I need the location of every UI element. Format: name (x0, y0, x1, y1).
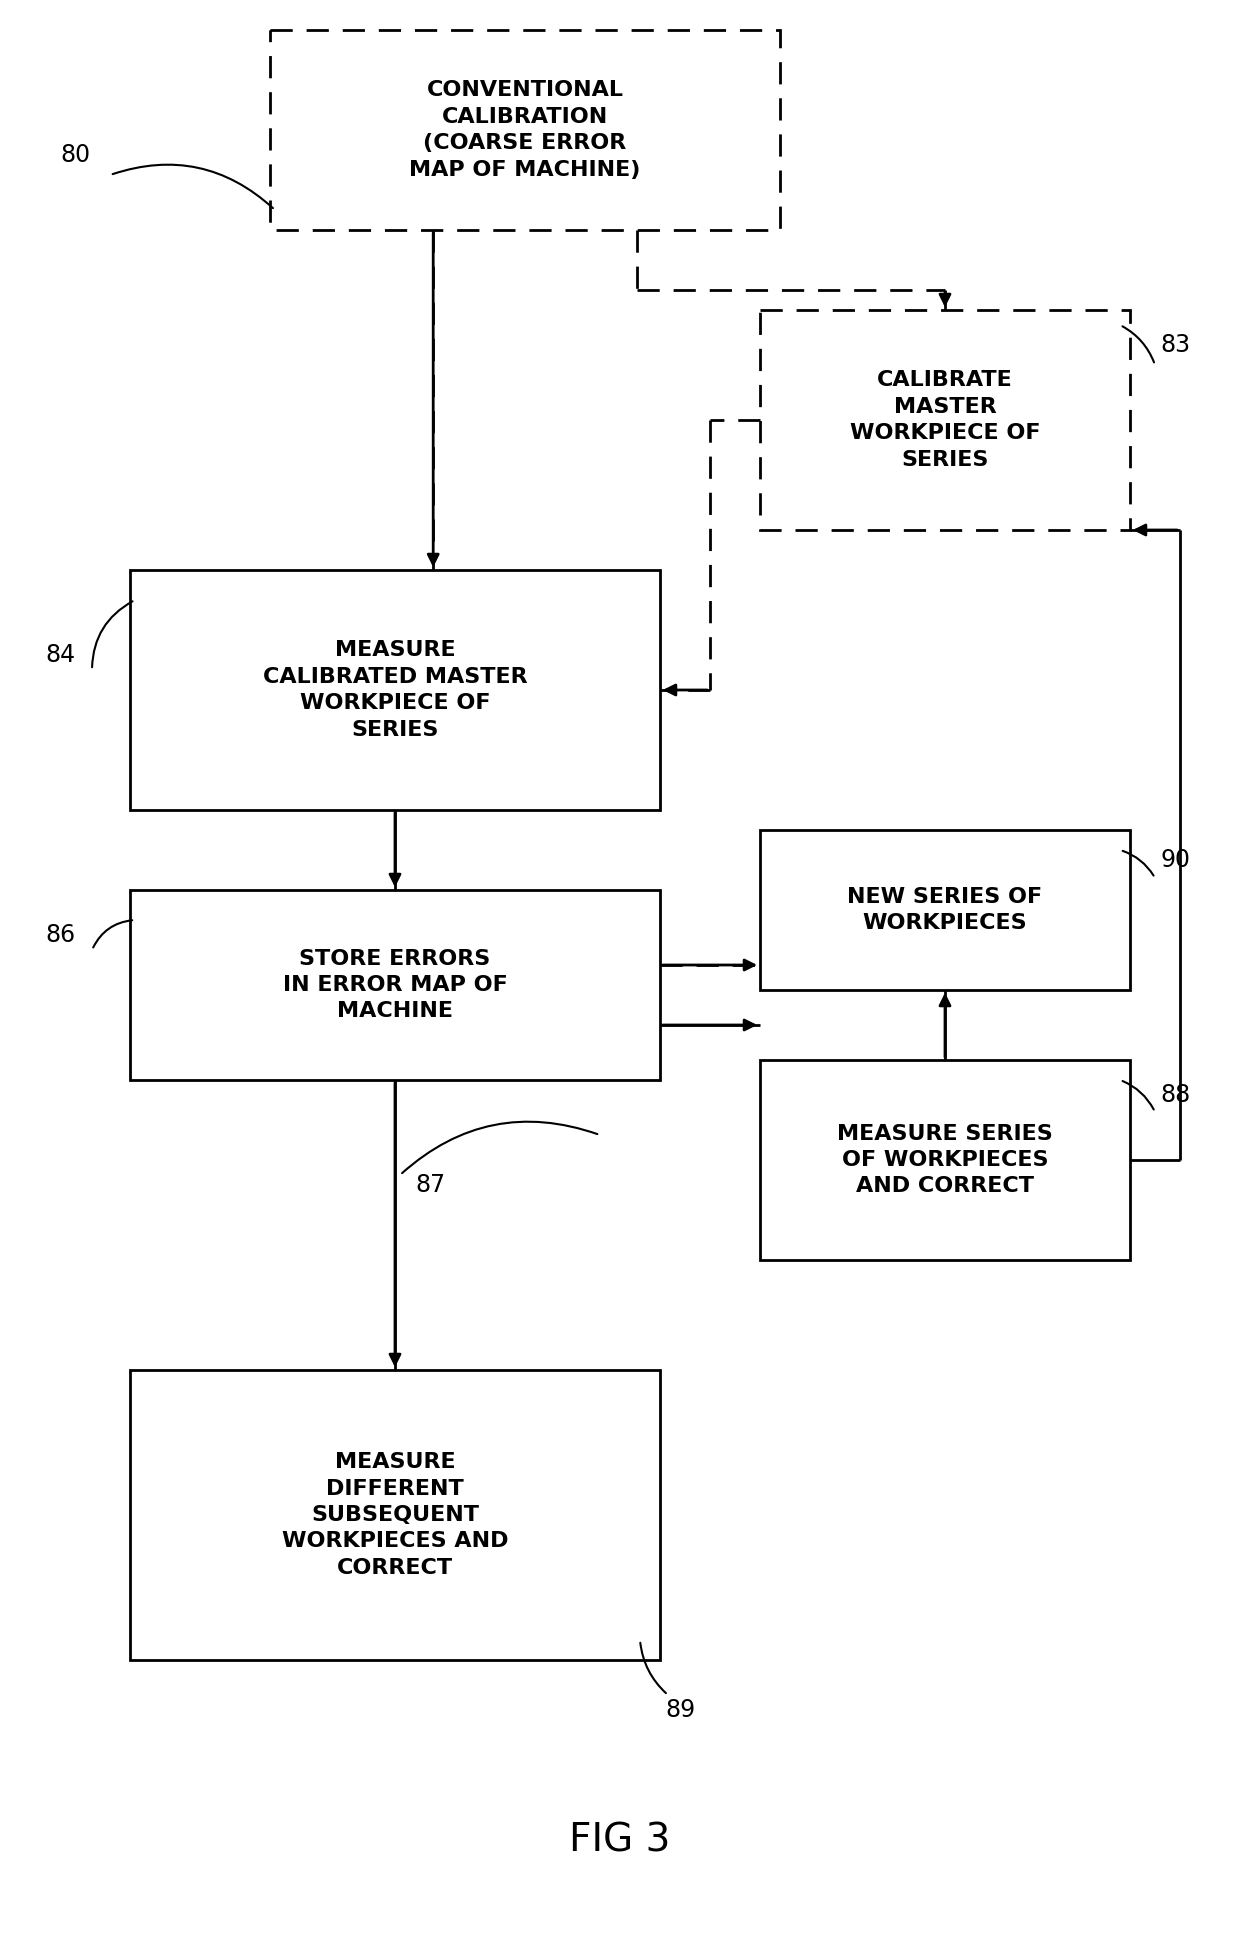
Text: MEASURE
CALIBRATED MASTER
WORKPIECE OF
SERIES: MEASURE CALIBRATED MASTER WORKPIECE OF S… (263, 641, 527, 740)
Bar (130, 890, 660, 1079)
Text: 84: 84 (45, 643, 76, 666)
Bar (270, 29, 780, 230)
Text: 88: 88 (1159, 1083, 1190, 1106)
Text: 83: 83 (1159, 333, 1190, 356)
Text: NEW SERIES OF
WORKPIECES: NEW SERIES OF WORKPIECES (847, 886, 1043, 933)
Text: STORE ERRORS
IN ERROR MAP OF
MACHINE: STORE ERRORS IN ERROR MAP OF MACHINE (283, 949, 507, 1021)
Text: 86: 86 (45, 923, 76, 947)
Text: 87: 87 (415, 1173, 445, 1196)
Bar (760, 310, 1130, 530)
Bar (760, 1060, 1130, 1260)
Text: 89: 89 (665, 1699, 696, 1722)
Text: 80: 80 (60, 142, 91, 168)
Text: 90: 90 (1159, 847, 1190, 873)
Bar (130, 571, 660, 810)
Text: MEASURE
DIFFERENT
SUBSEQUENT
WORKPIECES AND
CORRECT: MEASURE DIFFERENT SUBSEQUENT WORKPIECES … (281, 1451, 508, 1578)
Text: MEASURE SERIES
OF WORKPIECES
AND CORRECT: MEASURE SERIES OF WORKPIECES AND CORRECT (837, 1124, 1053, 1196)
Text: CALIBRATE
MASTER
WORKPIECE OF
SERIES: CALIBRATE MASTER WORKPIECE OF SERIES (849, 370, 1040, 469)
Bar (130, 1369, 660, 1660)
Text: CONVENTIONAL
CALIBRATION
(COARSE ERROR
MAP OF MACHINE): CONVENTIONAL CALIBRATION (COARSE ERROR M… (409, 80, 641, 179)
Text: FIG 3: FIG 3 (569, 1821, 671, 1858)
Bar (760, 830, 1130, 990)
